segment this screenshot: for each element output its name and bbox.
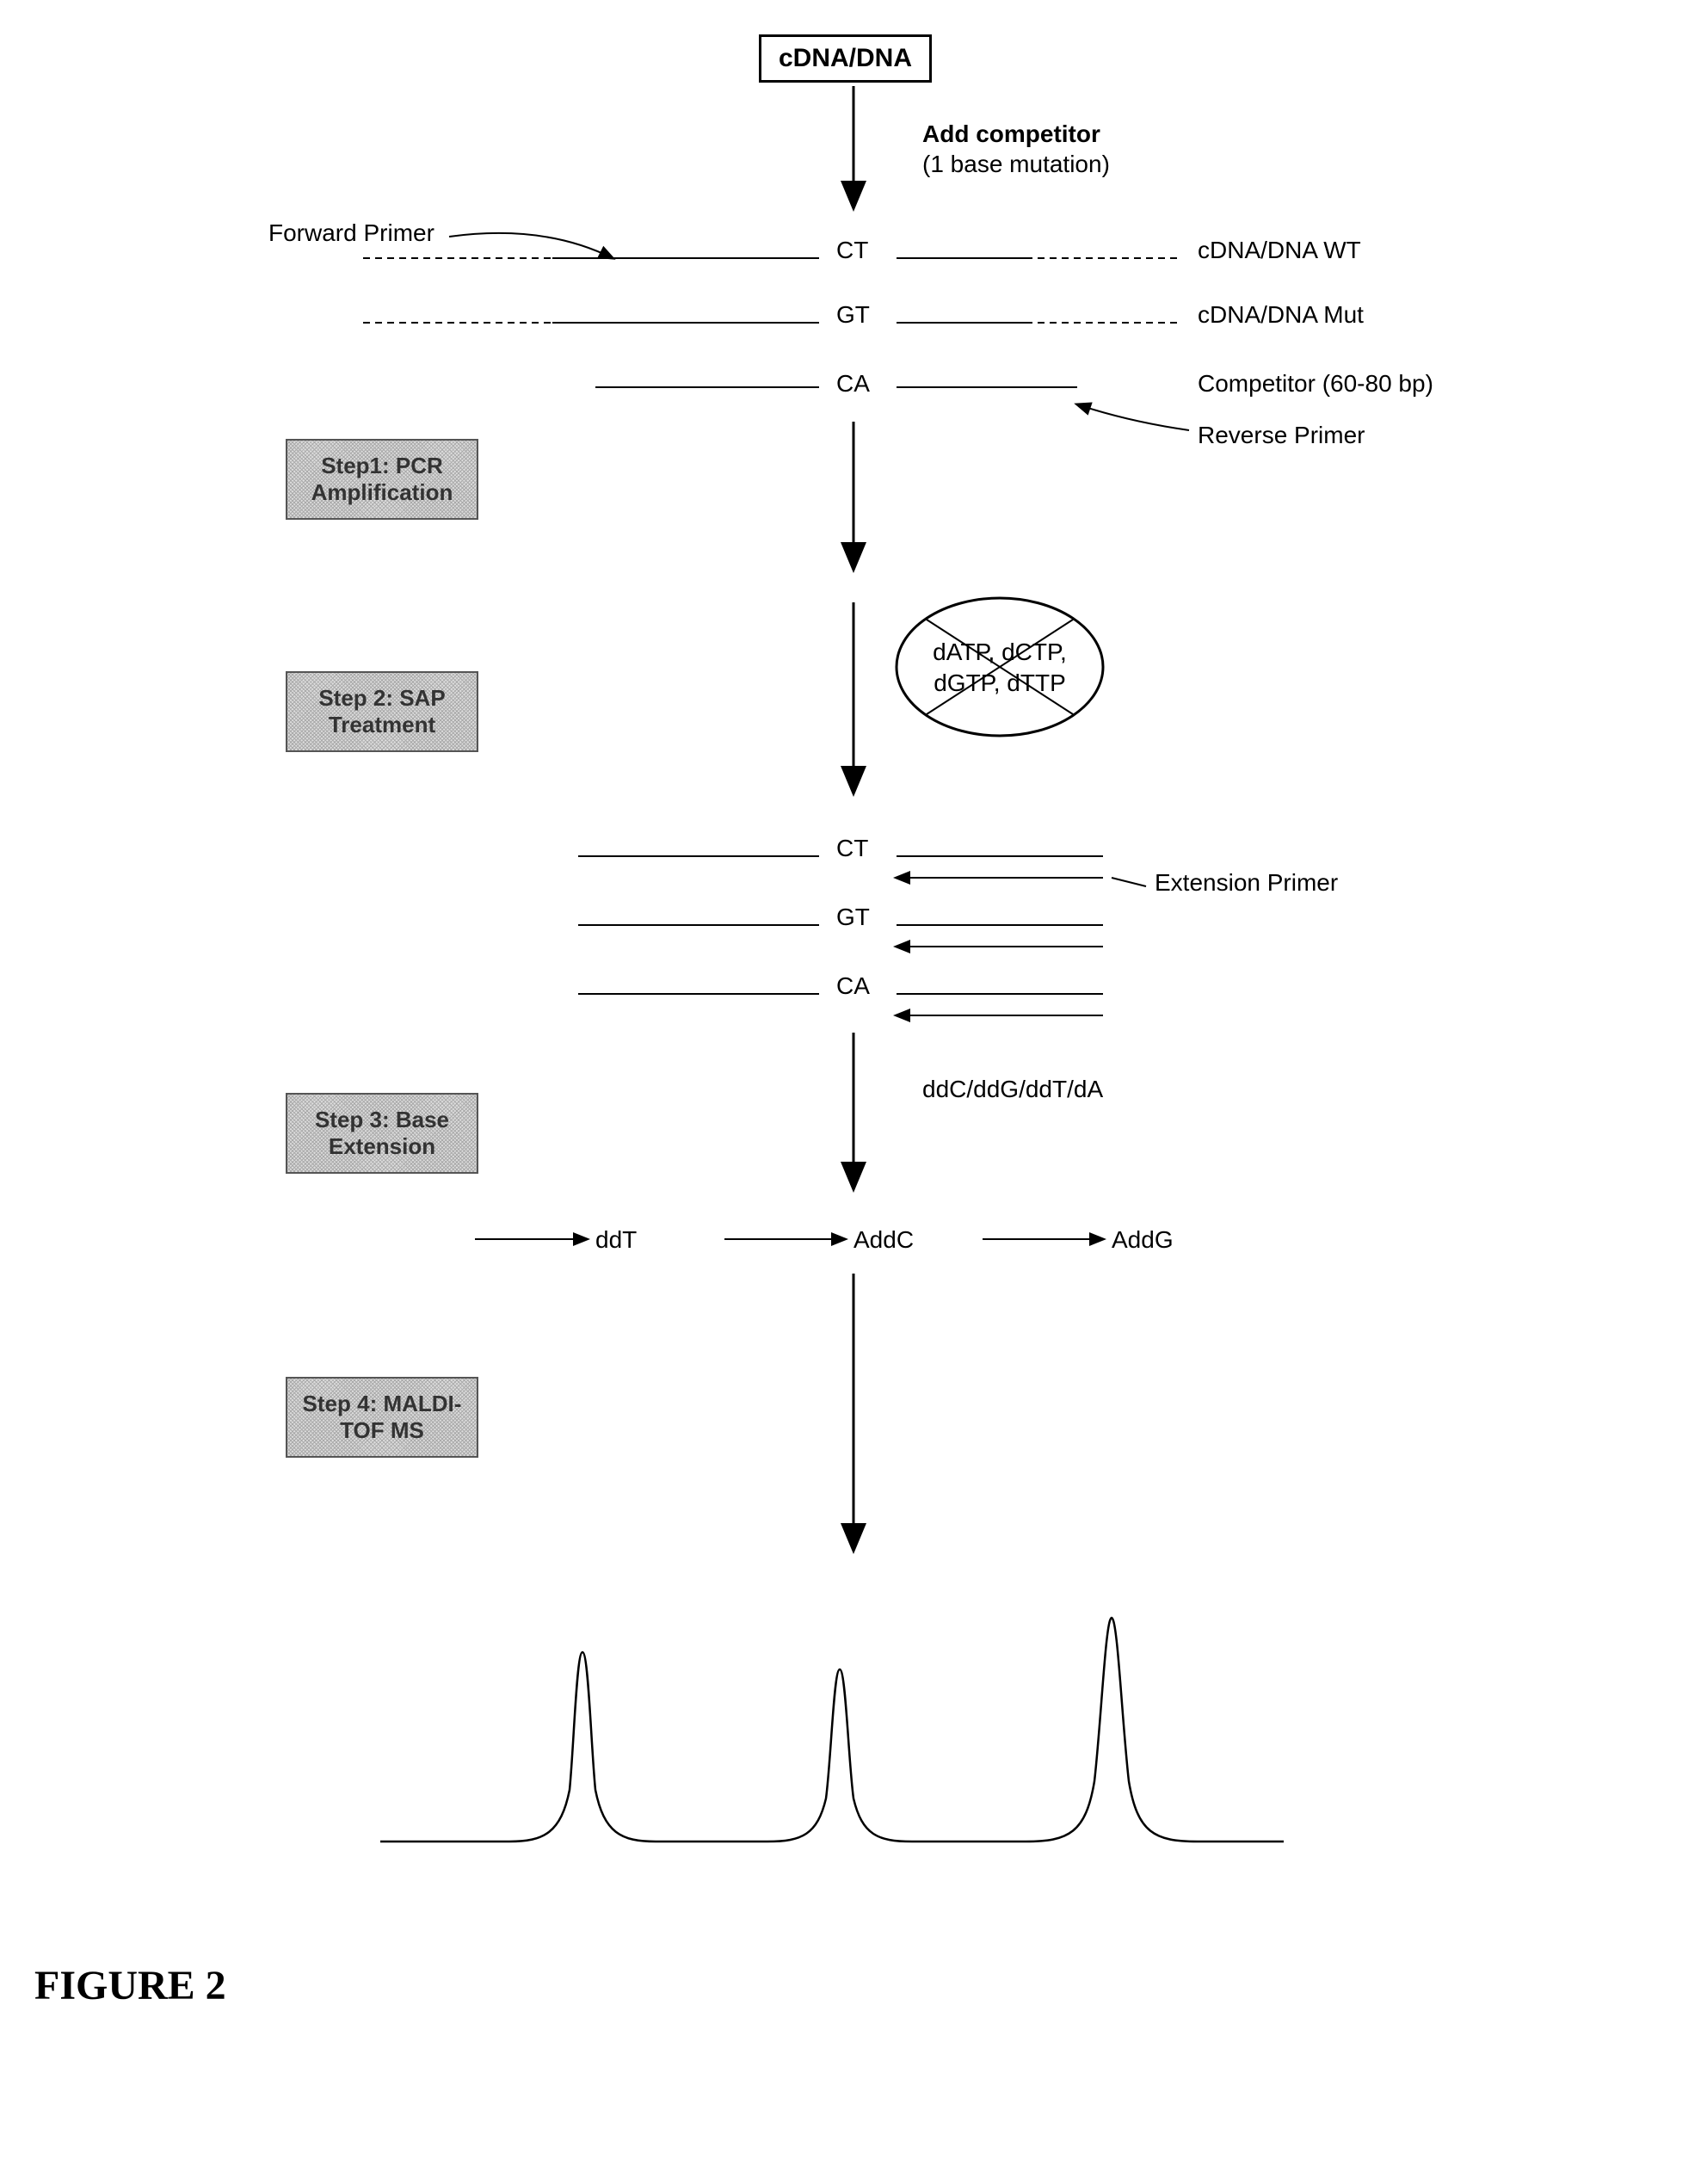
extension-primer-label: Extension Primer bbox=[1155, 869, 1338, 897]
add-competitor-label: Add competitor bbox=[922, 120, 1100, 148]
dntp-label: dATP, dCTP, dGTP, dTTP bbox=[914, 637, 1086, 700]
ext-mid-0: CT bbox=[836, 835, 868, 862]
seq-mid-1: GT bbox=[836, 301, 870, 329]
forward-primer-label: Forward Primer bbox=[268, 219, 434, 247]
reverse-primer-label: Reverse Primer bbox=[1198, 422, 1365, 449]
ext-mid-1: GT bbox=[836, 904, 870, 931]
step1-box: Step1: PCR Amplification bbox=[286, 439, 478, 520]
ddntps-label: ddC/ddG/ddT/dA bbox=[922, 1076, 1103, 1103]
product-0: ddT bbox=[595, 1226, 637, 1254]
figure-label: FIGURE 2 bbox=[34, 1962, 1673, 2009]
product-2: AddG bbox=[1112, 1226, 1174, 1254]
seq-right-0: cDNA/DNA WT bbox=[1198, 237, 1361, 264]
step3-box: Step 3: Base Extension bbox=[286, 1093, 478, 1174]
ext-mid-2: CA bbox=[836, 972, 870, 1000]
product-1: AddC bbox=[854, 1226, 914, 1254]
step4-box: Step 4: MALDI-TOF MS bbox=[286, 1377, 478, 1458]
add-competitor-sub: (1 base mutation) bbox=[922, 151, 1110, 178]
seq-right-2: Competitor (60-80 bp) bbox=[1198, 370, 1433, 398]
title-text: cDNA/DNA bbox=[779, 44, 912, 72]
title-box: cDNA/DNA bbox=[759, 34, 932, 83]
seq-mid-0: CT bbox=[836, 237, 868, 264]
step2-box: Step 2: SAP Treatment bbox=[286, 671, 478, 752]
seq-mid-2: CA bbox=[836, 370, 870, 398]
seq-right-1: cDNA/DNA Mut bbox=[1198, 301, 1364, 329]
diagram-container: cDNA/DNA Add competitor (1 base mutation… bbox=[251, 34, 1456, 1928]
